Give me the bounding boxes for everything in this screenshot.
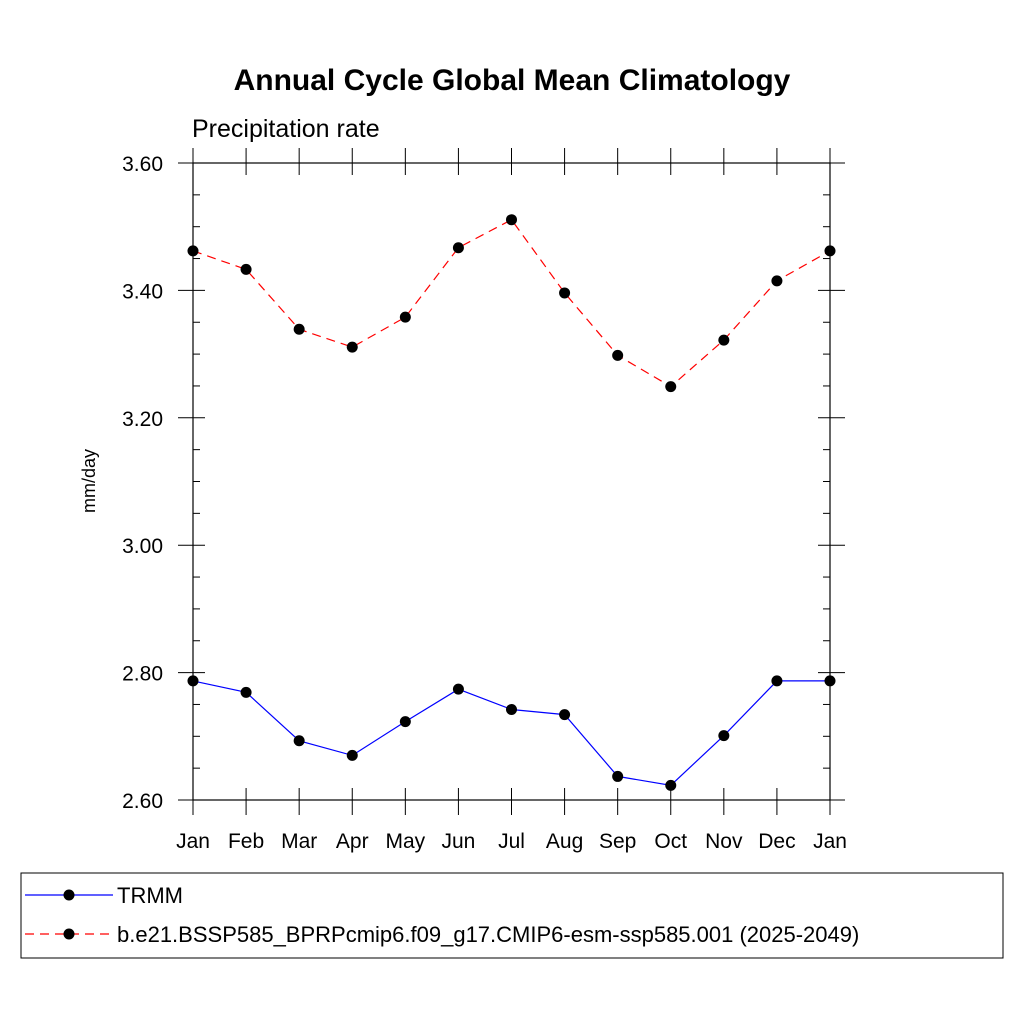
data-point (771, 675, 783, 687)
data-point (824, 245, 836, 257)
series-line (192, 680, 830, 786)
data-point (240, 263, 252, 275)
y-tick-label: 3.20 (122, 408, 163, 431)
x-tick-label: Feb (228, 830, 264, 853)
y-tick-label: 3.40 (122, 280, 163, 303)
y-tick-label: 3.60 (122, 153, 163, 176)
plot-axes: 2.60 2.80 3.00 3.20 3.40 3.60 Jan Feb Mar Apr May J… (122, 148, 847, 853)
data-point (612, 770, 624, 782)
data-point (293, 323, 305, 335)
y-tick-label: 2.80 (122, 663, 163, 686)
legend-label: b.e21.BSSP585_BPRPcmip6.f09_g17.CMIP6-es… (117, 922, 859, 947)
data-point (506, 214, 517, 226)
y-axis-label: mm/day (79, 449, 99, 513)
chart-subtitle: Precipitation rate (192, 115, 380, 143)
x-tick-label: Oct (654, 830, 687, 853)
series-layer (187, 214, 836, 791)
legend-marker (63, 928, 75, 940)
data-point (240, 686, 252, 698)
data-point (187, 245, 199, 257)
legend-box (20, 872, 1004, 959)
legend-item-2: b.e21.BSSP585_BPRPcmip6.f09_g17.CMIP6-es… (25, 922, 859, 947)
data-point (559, 709, 571, 721)
x-tick-label: Nov (705, 830, 743, 853)
data-point (559, 287, 571, 299)
series-1 (187, 675, 836, 791)
data-point (665, 779, 677, 791)
data-point (771, 275, 783, 287)
legend-label: TRMM (117, 883, 183, 908)
data-point (452, 683, 464, 695)
y-tick-label: 2.60 (122, 790, 163, 813)
data-point (612, 349, 624, 361)
chart-title: Annual Cycle Global Mean Climatology (234, 64, 791, 97)
series-line (192, 218, 831, 388)
series-2 (187, 214, 836, 393)
x-tick-label: Jun (441, 830, 475, 853)
data-point (346, 749, 358, 761)
data-point (399, 311, 411, 323)
x-tick-label: May (385, 830, 425, 853)
data-point (718, 730, 730, 742)
legend-item-1: TRMM (25, 883, 183, 908)
data-point (187, 675, 199, 687)
legend: TRMM b.e21.BSSP585_BPRPcmip6.f09_g17.CMIP… (20, 872, 1004, 959)
x-tick-label: Jan (176, 830, 210, 853)
x-tick-label: Jul (498, 830, 525, 853)
data-point (346, 341, 358, 353)
x-tick-label: Mar (281, 830, 317, 853)
data-point (506, 704, 517, 716)
data-point (293, 735, 305, 747)
data-point (665, 381, 677, 393)
data-point (399, 716, 411, 728)
x-tick-label: Jan (813, 830, 847, 853)
data-point (824, 675, 836, 687)
x-tick-label: Sep (599, 830, 636, 853)
data-point (718, 334, 730, 346)
data-point (452, 242, 464, 254)
x-tick-label: Aug (546, 830, 583, 853)
x-tick-label: Dec (758, 830, 795, 853)
legend-marker (63, 889, 75, 901)
y-tick-label: 3.00 (122, 535, 163, 558)
x-tick-label: Apr (336, 830, 369, 853)
